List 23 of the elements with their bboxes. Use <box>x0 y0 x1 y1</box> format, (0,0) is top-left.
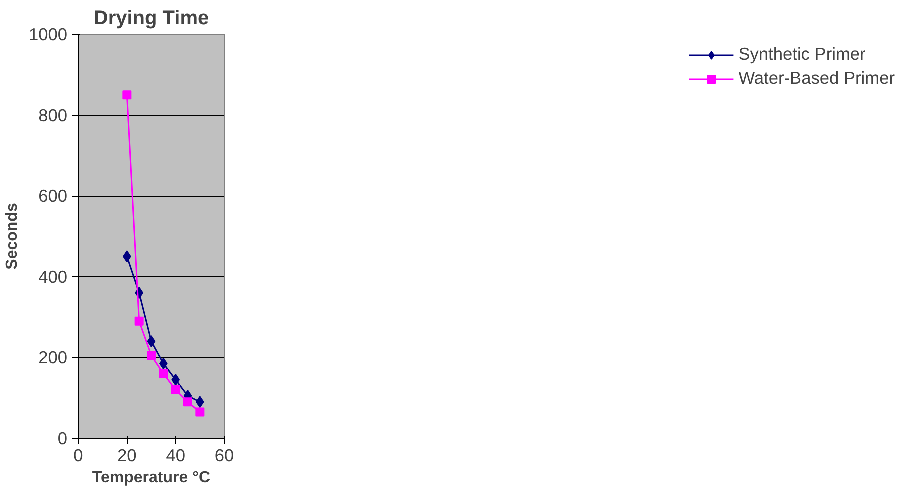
x-tick-label: 20 <box>118 446 137 466</box>
legend-label: Water-Based Primer <box>738 68 895 89</box>
x-tick-label: 0 <box>74 446 84 466</box>
point <box>171 386 180 395</box>
y-tick-label: 400 <box>38 266 68 287</box>
point <box>184 398 192 407</box>
y-tick-label: 800 <box>38 105 68 126</box>
y-tick-label: 0 <box>58 428 68 448</box>
point <box>147 351 156 360</box>
point <box>134 316 144 326</box>
y-tick-label: 200 <box>38 348 68 368</box>
x-axis-title: Temperature °C <box>92 470 212 486</box>
x-tick-label: 60 <box>214 446 234 466</box>
point <box>159 369 168 378</box>
x-tick-label: 40 <box>166 446 186 466</box>
point <box>196 408 205 417</box>
point <box>147 336 156 348</box>
y-tick-label: 1000 <box>28 24 68 44</box>
chart-title: Drying Time <box>94 8 210 30</box>
y-tick-label: 600 <box>38 186 68 206</box>
point <box>122 90 132 100</box>
y-axis-title: Seconds <box>4 203 21 270</box>
legend-label: Synthetic Primer <box>738 44 866 65</box>
